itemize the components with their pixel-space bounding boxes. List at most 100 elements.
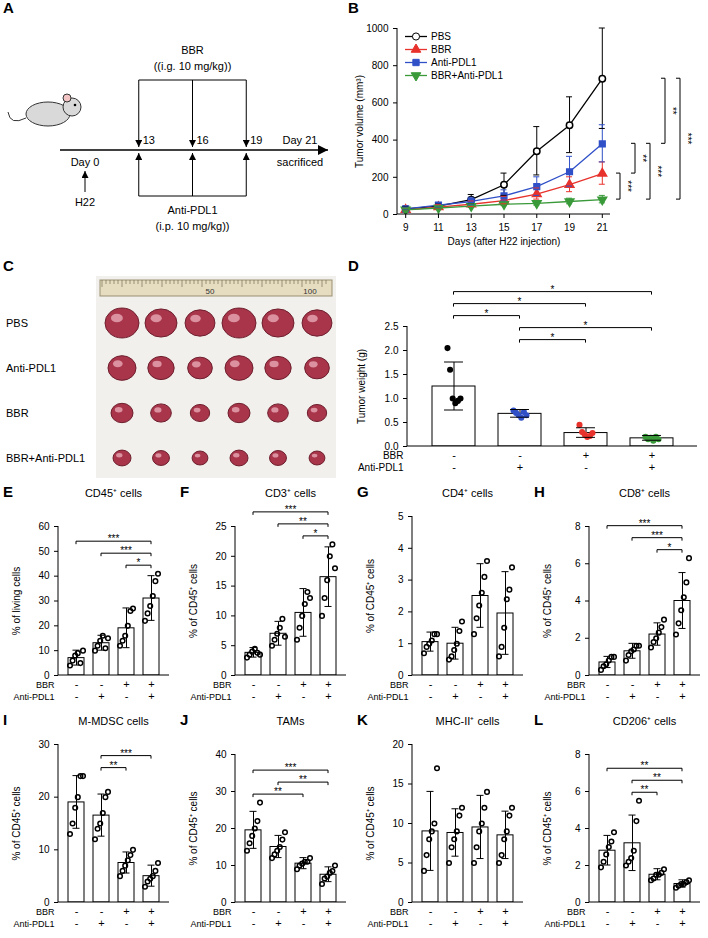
svg-text:9: 9 (403, 222, 409, 233)
svg-text:*: * (314, 528, 318, 539)
svg-text:4: 4 (575, 595, 581, 606)
svg-text:20: 20 (38, 620, 50, 631)
svg-text:5: 5 (398, 511, 404, 522)
svg-text:-: - (252, 905, 256, 917)
svg-text:-: - (429, 905, 433, 917)
svg-text:2: 2 (575, 860, 581, 871)
svg-text:Day 21: Day 21 (283, 134, 318, 146)
svg-text:*: * (584, 320, 588, 331)
svg-text:5: 5 (221, 640, 227, 651)
svg-text:+: + (477, 678, 483, 690)
svg-text:**: ** (653, 772, 661, 783)
svg-text:+: + (679, 917, 685, 929)
svg-text:100: 100 (303, 287, 317, 296)
svg-text:15: 15 (215, 580, 227, 591)
svg-text:6: 6 (575, 786, 581, 797)
svg-text:30: 30 (38, 595, 50, 606)
svg-text:Tumor weight (g): Tumor weight (g) (356, 349, 367, 424)
svg-text:+: + (325, 690, 331, 702)
svg-text:10: 10 (392, 818, 404, 829)
svg-text:-: - (606, 917, 610, 929)
svg-text:5: 5 (398, 857, 404, 868)
svg-text:-: - (252, 917, 256, 929)
svg-text:**: ** (274, 786, 282, 797)
svg-text:-: - (452, 449, 456, 461)
svg-text:-: - (252, 690, 256, 702)
svg-text:+: + (502, 690, 508, 702)
svg-text:2: 2 (398, 606, 404, 617)
svg-text:Anti-PDL1: Anti-PDL1 (190, 919, 231, 929)
svg-text:200: 200 (372, 172, 389, 183)
svg-text:13: 13 (143, 134, 155, 146)
svg-text:1: 1 (398, 638, 404, 649)
svg-text:20: 20 (215, 823, 227, 834)
svg-text:**: ** (667, 107, 678, 115)
svg-text:+: + (583, 449, 589, 461)
svg-text:BBR: BBR (383, 450, 404, 461)
svg-text:40: 40 (215, 749, 227, 760)
svg-text:Anti-PDL1: Anti-PDL1 (13, 692, 54, 702)
svg-text:-: - (75, 917, 79, 929)
svg-text:**: ** (299, 774, 307, 785)
svg-text:BBR: BBR (567, 907, 586, 917)
svg-text:10: 10 (38, 645, 50, 656)
svg-text:+: + (325, 905, 331, 917)
svg-text:-: - (479, 917, 483, 929)
svg-text:BBR: BBR (213, 680, 232, 690)
svg-text:% of CD45⁺ cells: % of CD45⁺ cells (188, 791, 199, 865)
svg-text:***: *** (108, 533, 120, 544)
svg-text:10: 10 (215, 610, 227, 621)
svg-text:+: + (275, 690, 281, 702)
svg-text:BBR+Anti-PDL1: BBR+Anti-PDL1 (6, 452, 85, 464)
svg-text:+: + (477, 905, 483, 917)
svg-text:+: + (300, 905, 306, 917)
svg-text:11: 11 (433, 222, 444, 233)
svg-text:***: *** (622, 180, 633, 192)
svg-text:+: + (452, 690, 458, 702)
svg-text:10: 10 (215, 860, 227, 871)
svg-text:***: *** (285, 762, 297, 773)
svg-text:+: + (148, 917, 154, 929)
svg-text:16: 16 (197, 134, 209, 146)
svg-text:+: + (325, 678, 331, 690)
svg-text:Anti-PDL1: Anti-PDL1 (544, 692, 585, 702)
svg-text:+: + (148, 678, 154, 690)
svg-text:20: 20 (38, 791, 50, 802)
svg-text:800: 800 (372, 60, 389, 71)
svg-text:2.5: 2.5 (385, 321, 399, 332)
svg-text:+: + (502, 678, 508, 690)
svg-text:600: 600 (372, 97, 389, 108)
svg-text:***: *** (651, 530, 663, 541)
svg-text:% of CD45⁺ cells: % of CD45⁺ cells (365, 559, 376, 633)
svg-text:13: 13 (466, 222, 478, 233)
svg-text:400: 400 (372, 134, 389, 145)
svg-text:8: 8 (575, 521, 581, 532)
svg-text:20: 20 (215, 551, 227, 562)
svg-text:-: - (656, 690, 660, 702)
svg-text:((i.g. 10 mg/kg)): ((i.g. 10 mg/kg)) (154, 60, 232, 72)
svg-text:+: + (629, 690, 635, 702)
svg-text:-: - (584, 461, 588, 473)
svg-text:10: 10 (38, 844, 50, 855)
svg-text:3: 3 (398, 574, 404, 585)
svg-text:+: + (679, 905, 685, 917)
svg-text:*: * (518, 296, 522, 307)
svg-text:sacrificed: sacrificed (277, 156, 323, 168)
svg-text:-: - (75, 905, 79, 917)
svg-text:+: + (98, 917, 104, 929)
svg-text:+: + (275, 917, 281, 929)
svg-text:15: 15 (498, 222, 510, 233)
svg-text:+: + (148, 905, 154, 917)
svg-text:PBS: PBS (6, 317, 28, 329)
svg-text:-: - (125, 690, 129, 702)
svg-text:+: + (148, 690, 154, 702)
svg-text:-: - (277, 678, 281, 690)
svg-text:**: ** (110, 760, 118, 771)
svg-text:BBR: BBR (6, 407, 29, 419)
svg-text:+: + (123, 905, 129, 917)
svg-text:2.0: 2.0 (385, 345, 399, 356)
svg-text:BBR: BBR (36, 907, 55, 917)
svg-text:Anti-PDL1: Anti-PDL1 (6, 362, 56, 374)
svg-text:30: 30 (215, 786, 227, 797)
svg-text:30: 30 (38, 739, 50, 750)
